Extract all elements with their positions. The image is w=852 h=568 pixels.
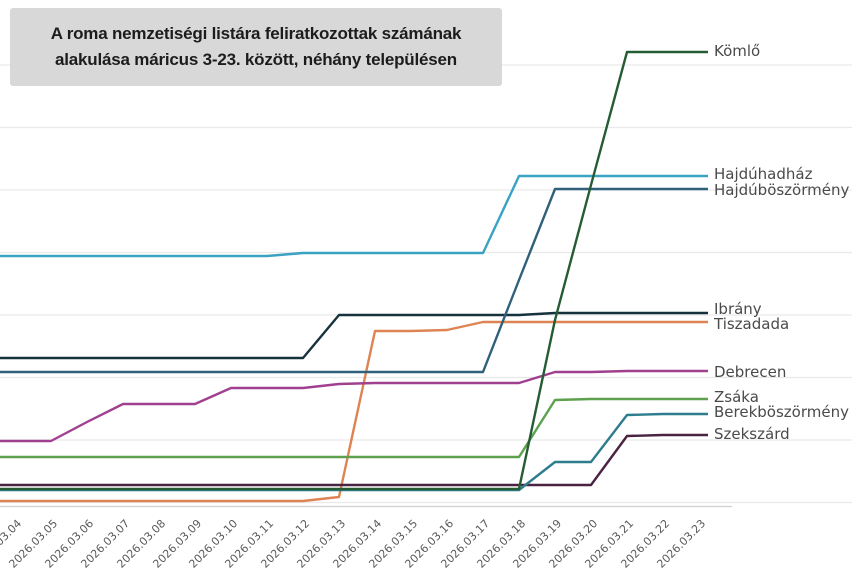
chart-title-box: A roma nemzetiségi listára feliratkozott… — [10, 8, 502, 86]
series-label-zsaka: Zsáka — [714, 388, 759, 406]
series-label-berekboszormeny: Berekböszörmény — [714, 403, 849, 421]
line-series-debrecen — [0, 369, 708, 443]
series-label-szekszard: Szekszárd — [714, 425, 790, 443]
line-series-hajduhadhaz — [0, 174, 708, 258]
series-label-ibrany: Ibrány — [714, 300, 762, 318]
line-series-komlo — [0, 50, 708, 491]
line-series-ibrany — [0, 311, 708, 360]
chart-title-line1: A roma nemzetiségi listára feliratkozott… — [50, 23, 462, 43]
series-label-debrecen: Debrecen — [714, 363, 787, 381]
series-label-komlo: Kömlő — [714, 42, 761, 60]
line-series-zsaka — [0, 397, 708, 459]
line-series-szekszard — [0, 433, 708, 487]
line-series-tiszadada — [0, 320, 708, 503]
series-label-tiszadada: Tiszadada — [714, 315, 790, 333]
chart-title-line2: alakulása máricus 3-23. között, néhány t… — [55, 50, 457, 69]
series-label-hajduboszormeny: Hajdúböszörmény — [714, 181, 850, 199]
line-series-hajduboszormeny — [0, 187, 708, 374]
series-label-hajduhadhaz: Hajdúhadház — [714, 165, 813, 183]
